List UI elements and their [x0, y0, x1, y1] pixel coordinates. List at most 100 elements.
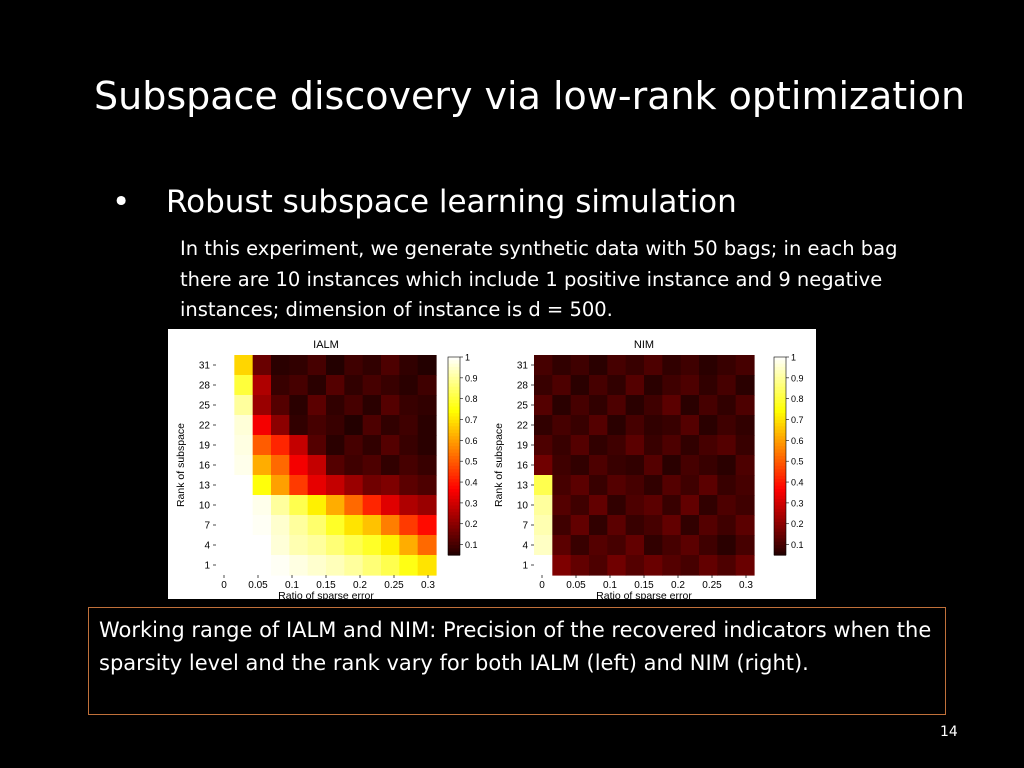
colorbar-segment	[774, 399, 786, 404]
heatmap-cell	[307, 535, 327, 556]
colorbar-segment	[774, 456, 786, 460]
colorbar-segment	[774, 439, 786, 444]
heatmap-cell	[699, 455, 718, 476]
colorbar-segment	[774, 475, 786, 480]
colorbar-segment	[448, 459, 460, 464]
heatmap-cell	[735, 395, 755, 416]
heatmap-cell	[216, 435, 235, 456]
heatmap-cell	[381, 555, 400, 576]
x-tick-label: 0.15	[316, 580, 336, 591]
heatmap-cell	[552, 475, 572, 496]
heatmap-cell	[252, 495, 272, 516]
colorbar-segment	[774, 403, 786, 408]
heatmap-cell	[735, 475, 755, 496]
heatmap-cell	[344, 375, 364, 396]
x-tick-label: 0.2	[353, 580, 367, 591]
heatmap-cell	[717, 515, 737, 536]
heatmap-cell	[362, 475, 382, 496]
colorbar-segment	[774, 528, 786, 533]
colorbar-segment	[448, 551, 460, 556]
y-tick-label: 13	[199, 481, 211, 492]
heatmap-cell	[625, 555, 645, 576]
colorbar-segment	[774, 380, 786, 384]
heatmap-cell	[625, 535, 645, 556]
heatmap-cell	[735, 375, 755, 396]
heatmap-cell	[234, 495, 254, 516]
heatmap-cell	[534, 495, 553, 516]
colorbar-segment	[774, 492, 786, 497]
x-tick-label: 0.1	[603, 580, 617, 591]
slide-title: Subspace discovery via low-rank optimiza…	[94, 74, 966, 118]
heatmap-cell	[534, 515, 553, 536]
heatmap-cell	[252, 355, 272, 376]
colorbar-tick-label: 0.4	[791, 478, 804, 488]
heatmap-cell	[381, 495, 400, 516]
heatmap-cell	[307, 475, 327, 496]
heatmap-cell	[534, 455, 553, 476]
heatmap-cell	[570, 555, 590, 576]
colorbar-segment	[774, 465, 786, 470]
heatmap-cell	[699, 535, 718, 556]
heatmap-cell	[307, 395, 327, 416]
colorbar-segment	[774, 373, 786, 378]
heatmap-cell	[417, 375, 437, 396]
heatmap-cell	[344, 355, 364, 376]
colorbar-segment	[774, 429, 786, 434]
colorbar-tick-label: 0.5	[791, 457, 804, 467]
colorbar-tick-label: 0.3	[465, 498, 478, 508]
colorbar-frame	[447, 356, 461, 556]
heatmap-cell	[570, 515, 590, 536]
colorbar-segment	[774, 406, 786, 411]
colorbar-tick-label: 1	[791, 353, 796, 363]
colorbar-tick-label: 0.7	[465, 415, 478, 425]
colorbar-segment	[774, 525, 786, 530]
colorbar-segment	[448, 505, 460, 510]
heatmap-cell	[717, 555, 737, 576]
heatmap-cell	[381, 475, 400, 496]
heatmap-cell	[399, 475, 419, 496]
heatmap-cell	[399, 535, 419, 556]
heatmap-cell	[381, 415, 400, 436]
y-tick-label: 31	[199, 361, 211, 372]
heatmap-cell	[252, 535, 272, 556]
colorbar-segment	[448, 376, 460, 381]
y-tick-label: 19	[517, 441, 529, 452]
colorbar-segment	[448, 419, 460, 424]
colorbar-segment	[774, 360, 786, 365]
heatmap-cell	[417, 395, 437, 416]
heatmap-cell	[534, 435, 553, 456]
colorbar-tick-label: 0.6	[791, 436, 804, 446]
y-tick-label: 1	[522, 561, 528, 572]
heatmap-cell	[570, 415, 590, 436]
y-tick-label: 25	[199, 401, 211, 412]
heatmap-cell	[344, 495, 364, 516]
y-tick-label: 22	[199, 421, 211, 432]
heatmap-cell	[607, 555, 627, 576]
heatmap-cell	[699, 475, 718, 496]
colorbar-segment	[774, 413, 786, 417]
colorbar-segment	[774, 505, 786, 510]
colorbar-segment	[774, 370, 786, 375]
heatmap-cell	[552, 495, 572, 516]
heatmap-cell	[534, 355, 553, 376]
heatmap-cell	[717, 455, 737, 476]
heatmap-cell	[344, 555, 364, 576]
x-tick-label: 0.25	[702, 580, 722, 591]
heatmap-cell	[326, 395, 345, 416]
heatmap-cell	[289, 455, 309, 476]
x-tick-label: 0	[539, 580, 545, 591]
heatmap-cell	[607, 495, 627, 516]
heatmap-cell	[662, 395, 682, 416]
heatmap-cell	[680, 515, 700, 536]
heatmap-cell	[662, 375, 682, 396]
heatmap-cell	[417, 355, 437, 376]
colorbar-segment	[448, 495, 460, 500]
heatmap-cell	[589, 455, 608, 476]
heatmap-cell	[362, 555, 382, 576]
colorbar-segment	[448, 370, 460, 375]
colorbar-segment	[448, 373, 460, 378]
heatmap-cell	[362, 355, 382, 376]
heatmap-cell	[344, 535, 364, 556]
heatmap-cell	[326, 375, 345, 396]
heatmap-cell	[417, 475, 437, 496]
